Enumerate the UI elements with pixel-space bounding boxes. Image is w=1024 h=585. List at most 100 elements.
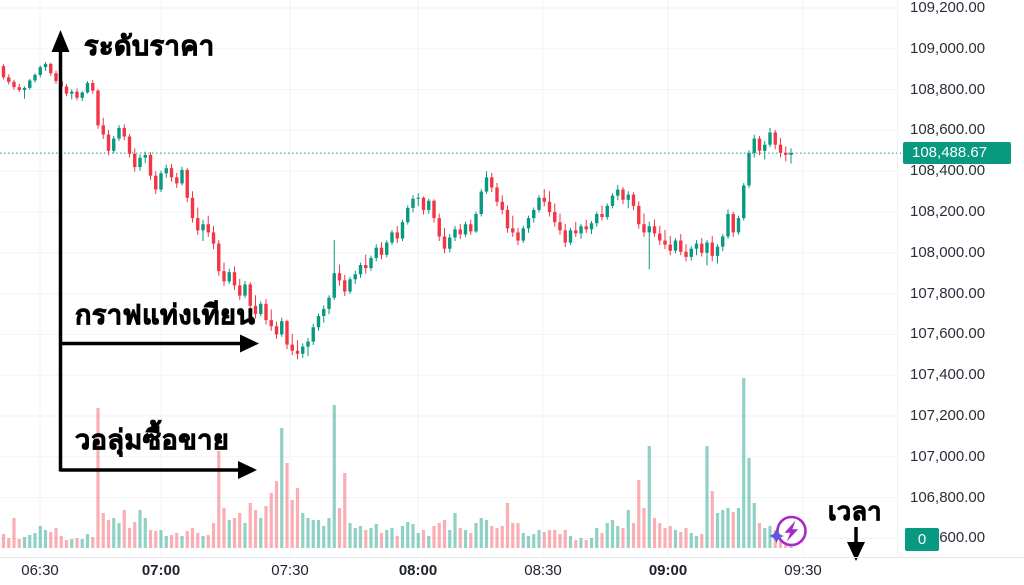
candle-body <box>731 214 735 233</box>
volume-bar <box>185 531 189 548</box>
candle-body <box>406 207 410 223</box>
volume-bar <box>453 513 457 548</box>
volume-bar <box>400 526 405 548</box>
candle-body <box>159 173 163 190</box>
volume-bar <box>411 524 415 548</box>
volume-bar <box>264 506 268 548</box>
candle-body <box>180 169 184 184</box>
volume-bar <box>337 508 342 548</box>
candle-body <box>264 303 268 321</box>
candle-body <box>91 83 95 91</box>
volume-bar <box>138 510 142 548</box>
volume-bar <box>479 518 483 548</box>
candle-body <box>343 280 347 292</box>
volume-bar <box>437 523 441 548</box>
annotation-candlestick: กราฟแท่งเทียน <box>75 300 256 331</box>
price-tick-label: 108,800.00 <box>910 80 986 98</box>
candle-body <box>322 308 326 317</box>
candle-body <box>217 243 221 272</box>
volume-bar <box>689 533 693 548</box>
candle-body <box>358 265 363 275</box>
candle-body <box>490 177 494 188</box>
candle-body <box>232 272 237 286</box>
volume-bar <box>658 523 662 548</box>
candle-body <box>364 265 368 269</box>
volume-bar <box>316 520 321 548</box>
candle-body <box>526 218 531 229</box>
candle-body <box>700 243 704 253</box>
volume-bar <box>190 528 195 548</box>
time-tick-label: 07:00 <box>141 562 181 579</box>
candle-body <box>568 230 573 243</box>
volume-bar <box>253 510 258 548</box>
candle-body <box>295 350 300 354</box>
candle-body <box>768 132 772 145</box>
arrow-down-head-time-icon <box>847 542 865 561</box>
volume-bar <box>201 536 205 548</box>
volume-bar <box>164 536 168 548</box>
volume-bar <box>206 535 210 548</box>
candle-body <box>589 223 594 230</box>
volume-bar <box>600 533 604 548</box>
candle-body <box>117 127 121 139</box>
volume-bar <box>663 528 667 548</box>
volume-bar <box>358 526 363 548</box>
candle-body <box>563 230 567 243</box>
volume-bar <box>500 526 504 548</box>
volume-bar <box>747 458 751 548</box>
time-tick-label: 08:30 <box>524 562 562 579</box>
volume-bar <box>133 522 137 548</box>
volume-bar <box>70 539 74 548</box>
volume-bar <box>726 508 730 548</box>
candle-body <box>642 224 646 233</box>
candle-body <box>253 305 258 314</box>
volume-bar <box>222 508 226 548</box>
volume-bar <box>474 523 478 548</box>
candle-body <box>679 240 683 252</box>
annotation-arrows <box>51 30 865 561</box>
volume-bar <box>616 526 620 548</box>
candle-body <box>547 201 552 212</box>
volume-bar <box>463 530 468 548</box>
candle-body <box>553 212 557 223</box>
price-tick-label: 106,800.00 <box>910 488 986 506</box>
candle-body <box>327 297 331 309</box>
time-tick-label: 08:00 <box>398 562 438 579</box>
price-tick-label: 108,400.00 <box>910 162 986 180</box>
candle-body <box>49 63 53 74</box>
volume-bar <box>269 493 273 548</box>
volume-value-badge: 0 <box>905 528 939 551</box>
volume-bar <box>752 503 756 548</box>
price-tick-label: 107,400.00 <box>910 366 986 384</box>
volume-bar <box>148 530 153 548</box>
flash-marker[interactable] <box>769 515 807 547</box>
candle-body <box>400 222 405 239</box>
candle-body <box>453 229 457 238</box>
volume-bar <box>642 508 646 548</box>
volume-bar <box>537 530 541 548</box>
volume-bar <box>143 518 147 548</box>
candle-body <box>7 77 11 82</box>
candle-body <box>311 327 315 342</box>
volume-bar <box>427 536 431 548</box>
volume-bar <box>563 530 567 548</box>
candle-body <box>495 187 499 202</box>
volume-bar <box>700 534 704 548</box>
candle-body <box>469 224 473 232</box>
candle-body <box>736 218 741 233</box>
arrow-right-head-candlestick-icon <box>240 334 259 353</box>
candle-body <box>38 67 42 75</box>
volume-bar <box>91 537 95 548</box>
candle-body <box>337 273 342 281</box>
volume-bar <box>574 540 578 548</box>
volume-bar <box>694 536 699 548</box>
candle-body <box>705 242 709 253</box>
volume-bar <box>364 530 368 548</box>
volume-bar <box>516 523 520 548</box>
candle-body <box>742 185 746 219</box>
last-price-value: 108,488.67 <box>912 144 988 161</box>
volume-bar <box>243 523 247 548</box>
volume-bar <box>442 520 447 548</box>
